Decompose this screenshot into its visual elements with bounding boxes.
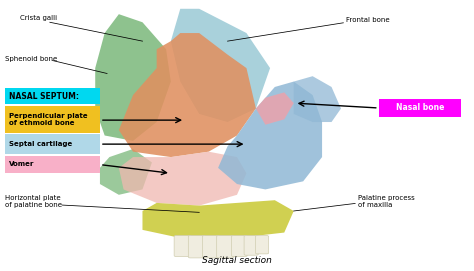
Polygon shape	[294, 76, 341, 122]
FancyBboxPatch shape	[202, 235, 219, 258]
FancyBboxPatch shape	[188, 235, 205, 258]
Text: Horizontal plate
of palatine bone: Horizontal plate of palatine bone	[5, 195, 63, 208]
FancyBboxPatch shape	[5, 88, 100, 105]
Text: Septal cartilage: Septal cartilage	[9, 141, 73, 147]
Text: Palatine process
of maxilla: Palatine process of maxilla	[357, 195, 414, 208]
Text: Frontal bone: Frontal bone	[346, 17, 389, 22]
Polygon shape	[95, 14, 171, 141]
Text: Crista galli: Crista galli	[19, 15, 57, 21]
FancyBboxPatch shape	[5, 134, 100, 154]
Text: Nasal bone: Nasal bone	[396, 103, 444, 112]
FancyBboxPatch shape	[5, 106, 100, 133]
Polygon shape	[218, 82, 322, 189]
FancyBboxPatch shape	[379, 99, 462, 117]
Text: Sphenoid bone: Sphenoid bone	[5, 56, 58, 62]
FancyBboxPatch shape	[217, 235, 234, 258]
Polygon shape	[143, 200, 294, 238]
Text: Sagittal section: Sagittal section	[202, 256, 272, 265]
Polygon shape	[171, 9, 270, 122]
Polygon shape	[119, 152, 246, 206]
Text: NASAL SEPTUM:: NASAL SEPTUM:	[9, 92, 79, 101]
Text: Perpendicular plate
of ethmoid bone: Perpendicular plate of ethmoid bone	[9, 113, 88, 126]
Text: Vomer: Vomer	[9, 162, 35, 167]
Polygon shape	[119, 33, 256, 157]
FancyBboxPatch shape	[174, 235, 191, 257]
Polygon shape	[256, 92, 294, 125]
FancyBboxPatch shape	[5, 156, 100, 173]
FancyBboxPatch shape	[232, 235, 247, 257]
Polygon shape	[100, 149, 152, 195]
FancyBboxPatch shape	[255, 235, 269, 254]
FancyBboxPatch shape	[244, 235, 258, 255]
